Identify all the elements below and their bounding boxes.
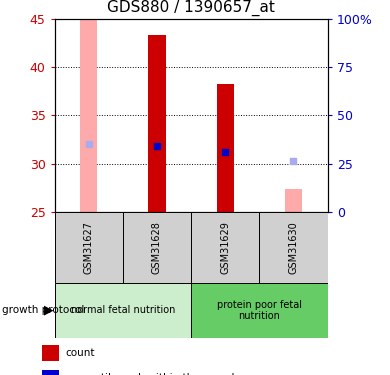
Bar: [149, 35, 165, 212]
Text: percentile rank within the sample: percentile rank within the sample: [65, 373, 241, 375]
Bar: [43, 345, 59, 362]
Bar: [285, 189, 302, 212]
Text: normal fetal nutrition: normal fetal nutrition: [71, 305, 175, 315]
Text: GSM31627: GSM31627: [84, 221, 94, 274]
Point: [222, 149, 228, 155]
Text: GSM31630: GSM31630: [289, 221, 298, 274]
Text: GSM31629: GSM31629: [220, 221, 230, 274]
Text: ▶: ▶: [44, 304, 54, 317]
Bar: [259, 212, 328, 283]
Bar: [55, 212, 123, 283]
Bar: [43, 370, 59, 375]
Title: GDS880 / 1390657_at: GDS880 / 1390657_at: [107, 0, 275, 16]
Bar: [217, 84, 234, 212]
Bar: [55, 283, 191, 338]
Text: GSM31628: GSM31628: [152, 221, 162, 274]
Bar: [191, 212, 259, 283]
Bar: [191, 283, 328, 338]
Bar: [80, 19, 97, 212]
Text: growth protocol: growth protocol: [2, 305, 84, 315]
Bar: [123, 212, 191, 283]
Text: protein poor fetal
nutrition: protein poor fetal nutrition: [217, 300, 302, 321]
Point: [290, 158, 296, 164]
Point: [85, 141, 92, 147]
Text: count: count: [65, 348, 95, 358]
Point: [154, 143, 160, 149]
